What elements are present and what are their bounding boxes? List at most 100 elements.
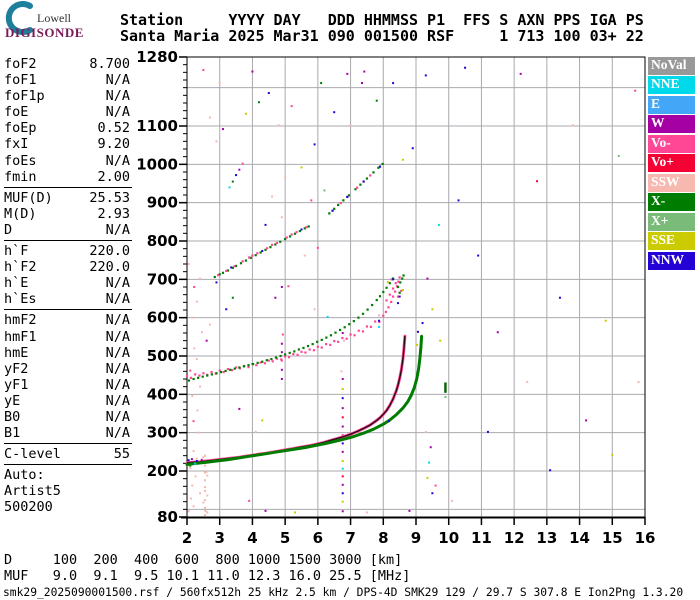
param-value: 9.20	[97, 136, 130, 153]
param-label: h`F2	[4, 259, 37, 276]
param-row-foF1: foF1 N/A	[4, 72, 130, 88]
legend-item-X+: X+	[648, 212, 695, 231]
param-value: N/A	[105, 291, 130, 308]
svg-text:12: 12	[504, 529, 525, 547]
param-value: 2.93	[97, 205, 130, 222]
muf-row: MUF 9.0 9.1 9.5 10.1 11.0 12.3 16.0 25.5…	[4, 568, 411, 584]
param-value: N/A	[105, 88, 130, 105]
svg-text:16: 16	[635, 529, 656, 547]
param-row-500200: 500200	[4, 499, 130, 515]
param-label: fmin	[4, 168, 37, 185]
param-row-h`Es: h`Es N/A	[4, 291, 130, 307]
param-value: N/A	[105, 72, 130, 89]
svg-text:4: 4	[247, 529, 257, 547]
param-value: N/A	[105, 408, 130, 425]
svg-text:11: 11	[471, 529, 492, 547]
param-value: N/A	[105, 360, 130, 377]
param-row-foF2: foF2 8.700	[4, 56, 130, 72]
lowell-logo-arc-icon	[5, 1, 33, 35]
svg-text:500: 500	[147, 347, 178, 365]
param-row-B1: B1 N/A	[4, 425, 130, 441]
param-row-hmE: hmE N/A	[4, 345, 130, 361]
svg-text:14: 14	[569, 529, 590, 547]
param-row-D: D N/A	[4, 222, 130, 238]
param-value: N/A	[105, 312, 130, 329]
svg-text:1280: 1280	[136, 48, 178, 66]
param-label: yF2	[4, 360, 29, 377]
svg-text:200: 200	[147, 462, 178, 480]
logo-lowell-text: Lowell	[37, 11, 71, 25]
param-row-hmF1: hmF1 N/A	[4, 329, 130, 345]
logo-digisonde-text: DIGISONDE	[5, 25, 84, 40]
param-row-C-level: C-level 55	[4, 446, 130, 462]
param-value: 220.0	[89, 243, 130, 260]
svg-text:300: 300	[147, 424, 178, 442]
param-row-Artist5: Artist5	[4, 483, 130, 499]
legend-item-NNE: NNE	[648, 76, 695, 95]
param-label: h`Es	[4, 291, 37, 308]
svg-text:5: 5	[280, 529, 290, 547]
param-label: MUF(D)	[4, 189, 53, 206]
param-row-h`F2: h`F2 220.0	[4, 259, 130, 275]
status-bar: smk29_2025090001500.rsf / 560fx512h 25 k…	[3, 586, 684, 599]
param-value: N/A	[105, 344, 130, 361]
param-label: fxI	[4, 136, 29, 153]
svg-text:10: 10	[438, 529, 459, 547]
svg-text:13: 13	[536, 529, 557, 547]
param-label: yE	[4, 392, 21, 409]
param-value: N/A	[105, 275, 130, 292]
d-distance-row: D 100 200 400 600 800 1000 1500 3000 [km…	[4, 552, 403, 568]
param-row-foF1p: foF1p N/A	[4, 88, 130, 104]
panel-divider	[4, 309, 132, 311]
svg-text:80: 80	[157, 508, 178, 526]
param-value: N/A	[105, 425, 130, 442]
panel-divider	[4, 443, 132, 445]
panel-divider	[4, 186, 132, 188]
param-label: hmF1	[4, 328, 37, 345]
param-row-yF1: yF1 N/A	[4, 377, 130, 393]
param-label: foE	[4, 104, 29, 121]
param-label: foF2	[4, 56, 37, 72]
param-label: B1	[4, 425, 21, 442]
svg-text:2: 2	[182, 529, 192, 547]
param-value: 2.00	[97, 168, 130, 185]
param-row-foEs: foEs N/A	[4, 153, 130, 169]
legend-item-SSE: SSE	[648, 232, 695, 251]
param-label: yF1	[4, 376, 29, 393]
svg-text:8: 8	[378, 529, 388, 547]
param-row-MUF(D): MUF(D) 25.53	[4, 190, 130, 206]
echo-legend: NoVal NNE E W Vo- Vo+ SSW X- X+ SSE NNW	[648, 57, 695, 271]
param-label: Auto:	[4, 467, 45, 484]
svg-text:1000: 1000	[136, 155, 178, 173]
panel-divider	[4, 240, 132, 242]
param-value: 55	[113, 446, 130, 463]
param-value: 220.0	[89, 259, 130, 276]
svg-text:3: 3	[214, 529, 224, 547]
svg-text:7: 7	[345, 529, 355, 547]
svg-text:6: 6	[313, 529, 323, 547]
svg-text:900: 900	[147, 194, 178, 212]
svg-text:9: 9	[411, 529, 421, 547]
param-row-M(D): M(D) 2.93	[4, 206, 130, 222]
param-row-yE: yE N/A	[4, 393, 130, 409]
param-row-foEp: foEp 0.52	[4, 120, 130, 136]
param-value: N/A	[105, 104, 130, 121]
param-row-Auto:: Auto:	[4, 467, 130, 483]
parameter-panel: foF2 8.700 foF1 N/A foF1p N/A foE N/A foEp 0.52 fx…	[4, 56, 132, 516]
param-label: foEs	[4, 152, 37, 169]
svg-text:700: 700	[147, 270, 178, 288]
header-line2: Santa Maria 2025 Mar31 090 001500 RSF 1 …	[120, 27, 644, 45]
param-label: 500200	[4, 499, 53, 516]
param-value: N/A	[105, 392, 130, 409]
param-label: foF1p	[4, 88, 45, 105]
param-label: foEp	[4, 120, 37, 137]
param-label: hmF2	[4, 312, 37, 329]
svg-text:800: 800	[147, 232, 178, 250]
param-value: 8.700	[89, 56, 130, 72]
param-label: B0	[4, 408, 21, 425]
svg-text:400: 400	[147, 385, 178, 403]
param-value: N/A	[105, 152, 130, 169]
param-value: 25.53	[89, 189, 130, 206]
